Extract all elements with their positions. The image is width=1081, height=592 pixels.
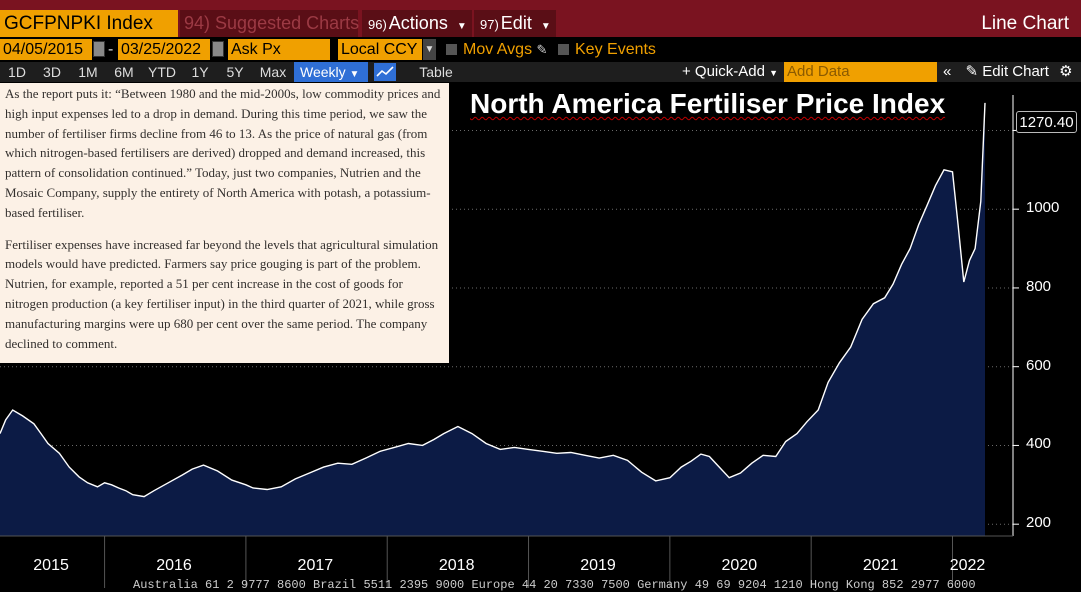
range-1y[interactable]: 1Y [191,64,209,80]
range-1d[interactable]: 1D [8,64,26,80]
contact-ticker-strip: Australia 61 2 9777 8600 Brazil 5511 239… [133,578,976,592]
x-tick-label: 2016 [156,557,192,574]
frequency-select[interactable]: Weekly ▼ [294,62,368,82]
x-tick-label: 2020 [721,557,758,574]
edit-chart-label: Edit Chart [982,63,1049,80]
range-5y[interactable]: 5Y [226,64,244,80]
frequency-label: Weekly [300,64,346,80]
quick-add-button[interactable]: + Quick-Add ▼ [682,62,778,83]
gear-icon[interactable]: ⚙ [1059,63,1073,80]
date-separator: - [108,41,114,58]
series-line [0,102,986,498]
article-paragraph-1: As the report puts it: “Between 1980 and… [5,86,441,220]
range-max[interactable]: Max [259,64,287,80]
y-tick-label: 200 [1026,514,1052,532]
y-tick-label: 1000 [1026,199,1060,217]
actions-number: 96) [368,17,387,32]
actions-menu[interactable]: 96) Actions ▼ [362,10,472,37]
chevron-down-icon[interactable]: ▼ [423,39,436,60]
edit-label: Edit [500,13,532,33]
series-area [0,102,985,537]
end-date-field[interactable]: 03/25/2022 [118,39,210,60]
start-date-field[interactable]: 04/05/2015 [0,39,92,60]
table-button[interactable]: Table [419,64,453,80]
suggested-charts-number: 94) [184,13,211,33]
last-value-label: 1270.40 [1016,111,1077,133]
chevron-down-icon: ▼ [769,68,779,78]
pencil-icon: ✎ [965,63,979,80]
currency-select[interactable]: Local CCY [338,39,422,60]
price-field-select[interactable]: Ask Px [228,39,330,60]
x-tick-label: 2021 [862,557,899,574]
y-tick-label: 800 [1026,277,1052,295]
y-ticks [1013,129,1019,525]
checkbox-icon [558,44,569,55]
mov-avgs-toggle[interactable]: Mov Avgs ✎ [446,39,547,60]
x-tick-label: 2017 [297,557,334,574]
range-6m[interactable]: 6M [114,64,134,80]
x-tick-label: 2022 [949,557,986,574]
suggested-charts-label: Suggested Charts [215,13,360,33]
mov-avgs-label: Mov Avgs [463,41,533,58]
key-events-toggle[interactable]: Key Events [558,39,656,60]
chart-type-label: Line Chart [981,13,1069,34]
article-paragraph-2: Fertiliser expenses have increased far b… [5,236,439,351]
range-1m[interactable]: 1M [78,64,98,80]
edit-menu[interactable]: 97) Edit ▼ [474,10,556,37]
collapse-icon[interactable]: « [943,63,952,80]
checkbox-icon [446,44,457,55]
key-events-label: Key Events [575,41,656,58]
suggested-charts-menu[interactable]: 94) Suggested Charts [180,10,360,37]
range-3d[interactable]: 3D [43,64,61,80]
chevron-down-icon: ▼ [540,21,551,32]
edit-number: 97) [480,17,499,32]
calendar-icon[interactable] [212,41,224,57]
y-tick-label: 600 [1026,356,1052,374]
article-text-panel: As the report puts it: “Between 1980 and… [0,83,449,363]
range-ytd[interactable]: YTD [148,64,176,80]
edit-chart-button[interactable]: « ✎ Edit Chart ⚙ [943,62,1073,82]
x-tick-label: 2019 [580,557,616,574]
pencil-icon: ✎ [536,42,548,57]
x-tick-label: 2018 [438,557,475,574]
ticker-field[interactable]: GCFPNPKI Index [0,10,178,37]
line-chart-icon[interactable] [374,63,396,81]
calendar-icon[interactable] [93,41,105,57]
chart-title: North America Fertiliser Price Index [470,88,946,119]
x-ticks [104,536,953,588]
chevron-down-icon: ▼ [456,21,467,32]
x-tick-label: 2015 [33,557,69,574]
add-data-input[interactable]: Add Data [784,62,937,82]
chevron-down-icon: ▼ [349,69,360,80]
quick-add-label: + Quick-Add [682,63,765,80]
actions-label: Actions [388,13,448,33]
y-tick-label: 400 [1026,435,1052,453]
